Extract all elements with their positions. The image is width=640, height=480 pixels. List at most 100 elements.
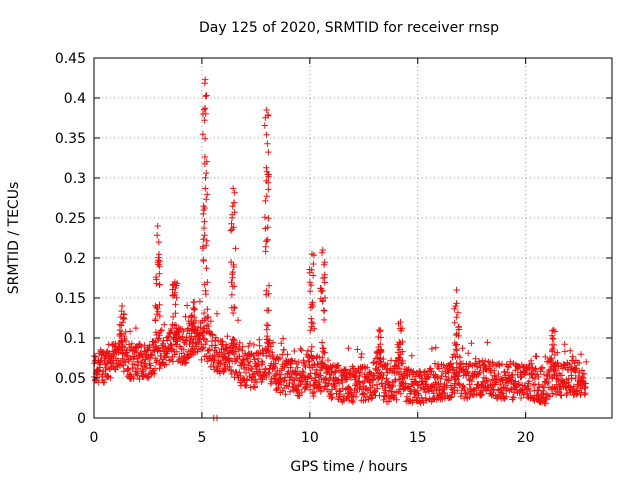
data-point <box>388 387 395 395</box>
data-point <box>418 394 425 401</box>
data-point <box>155 254 162 261</box>
data-point <box>344 390 351 398</box>
data-point <box>286 388 294 395</box>
data-point <box>403 393 411 400</box>
data-point <box>152 317 159 324</box>
data-point <box>306 288 314 295</box>
data-point <box>306 279 314 286</box>
data-point <box>380 371 387 379</box>
data-point <box>307 375 315 382</box>
data-point <box>370 372 377 379</box>
data-point <box>265 282 273 289</box>
y-tick-label: 0 <box>77 411 86 427</box>
data-point <box>118 346 126 353</box>
data-point <box>376 328 384 335</box>
data-point <box>269 339 277 346</box>
data-point <box>431 360 439 367</box>
data-point <box>251 384 259 391</box>
data-point <box>217 357 225 365</box>
data-point <box>212 344 219 351</box>
data-point <box>291 347 298 355</box>
data-point <box>228 291 236 299</box>
data-point <box>259 359 266 367</box>
data-point <box>228 304 235 311</box>
data-point <box>319 246 326 254</box>
data-point <box>156 270 163 277</box>
data-point <box>374 385 381 392</box>
data-point <box>264 322 272 329</box>
data-point <box>205 314 212 321</box>
data-point <box>568 375 575 382</box>
data-point <box>393 396 400 403</box>
data-point <box>156 257 163 265</box>
data-point <box>204 306 211 313</box>
data-point <box>332 385 340 393</box>
data-point <box>198 356 205 364</box>
data-point <box>95 367 102 375</box>
data-point <box>131 347 138 355</box>
data-point <box>325 380 332 387</box>
data-point <box>451 390 458 397</box>
data-point <box>451 305 458 313</box>
data-point <box>156 281 163 288</box>
data-point <box>250 341 258 349</box>
data-point <box>168 327 175 334</box>
tick-labels: 0 0.05 0.1 0.15 0.2 0.25 0.3 0.35 0.4 0.45 0 5 10 15 2… <box>55 51 535 446</box>
data-point <box>582 380 589 387</box>
data-point <box>203 265 210 272</box>
data-point <box>202 93 209 100</box>
data-point <box>347 386 354 393</box>
data-point <box>259 376 266 383</box>
data-point <box>357 354 365 361</box>
data-point <box>203 169 210 177</box>
data-point <box>152 329 160 336</box>
data-point <box>423 397 430 404</box>
data-point <box>453 314 460 321</box>
data-point <box>172 337 179 345</box>
data-point <box>320 316 328 324</box>
data-point <box>395 344 402 351</box>
data-point <box>335 380 343 387</box>
data-point <box>169 313 177 321</box>
data-point <box>95 379 102 386</box>
data-point <box>201 117 208 124</box>
data-point <box>254 355 262 362</box>
data-point <box>263 193 270 200</box>
data-point <box>207 318 215 325</box>
data-point <box>358 350 365 358</box>
data-point <box>500 384 507 391</box>
data-point <box>129 364 137 372</box>
data-point <box>252 363 259 370</box>
data-point <box>507 358 514 365</box>
data-point <box>468 378 475 385</box>
data-point <box>297 345 304 353</box>
data-point <box>202 185 209 192</box>
data-point <box>196 298 204 305</box>
data-point <box>371 372 378 380</box>
data-point <box>264 111 272 119</box>
y-tick-label: 0.1 <box>64 331 86 347</box>
data-point <box>203 242 210 249</box>
data-point <box>120 311 128 318</box>
data-point <box>321 279 328 286</box>
data-point <box>487 369 495 376</box>
data-point <box>307 327 314 334</box>
data-point <box>172 301 179 308</box>
data-point <box>415 398 423 405</box>
data-point <box>451 370 458 378</box>
data-point <box>551 351 558 359</box>
data-point <box>183 302 191 309</box>
data-point <box>134 372 141 379</box>
data-point <box>581 391 588 398</box>
data-point <box>397 390 404 397</box>
data-point <box>263 106 270 114</box>
data-point <box>231 283 238 290</box>
data-point <box>154 305 161 312</box>
data-point <box>374 370 381 377</box>
data-point <box>304 378 311 385</box>
data-point <box>114 357 122 364</box>
data-point <box>553 381 560 388</box>
data-point <box>331 382 338 390</box>
data-point <box>261 122 268 129</box>
